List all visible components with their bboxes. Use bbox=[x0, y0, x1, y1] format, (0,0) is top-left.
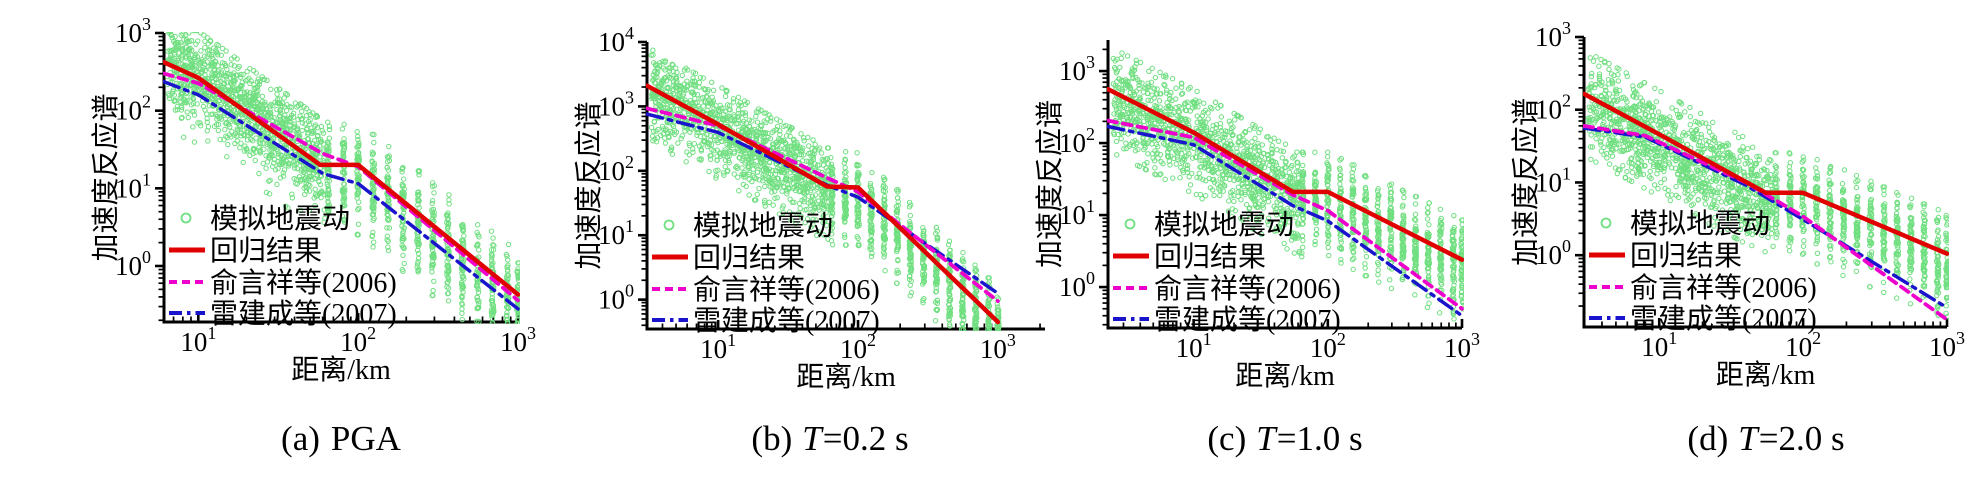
y-tick-label: 103 bbox=[115, 14, 151, 48]
legend-label-1: 俞言祥等(2006) bbox=[1154, 273, 1341, 305]
legend-marker-scatter bbox=[180, 212, 192, 224]
legend-label-2: 雷建成等(2007) bbox=[693, 305, 880, 337]
y-tick-label: 103 bbox=[1059, 52, 1095, 86]
caption-index: (c) bbox=[1207, 419, 1247, 458]
legend-label-scatter: 模拟地震动 bbox=[693, 210, 833, 242]
legend-label-2: 雷建成等(2007) bbox=[1630, 303, 1817, 335]
axis-spines bbox=[1582, 37, 1947, 329]
legend-label-2: 雷建成等(2007) bbox=[1154, 304, 1341, 336]
y-tick-label: 100 bbox=[1059, 268, 1095, 302]
x-tick-label: 103 bbox=[980, 330, 1016, 364]
panel-caption-c: (c) T=1.0 s bbox=[1115, 419, 1455, 459]
legend-label-scatter: 模拟地震动 bbox=[210, 203, 350, 235]
y-tick-label: 103 bbox=[1535, 18, 1571, 52]
caption-value: =0.2 s bbox=[822, 419, 909, 458]
x-axis-title: 距离/km bbox=[796, 361, 896, 393]
series-yu2006 bbox=[646, 106, 1000, 303]
y-axis-title: 加速度反应谱 bbox=[1510, 98, 1542, 266]
panel-caption-d: (d) T=2.0 s bbox=[1596, 419, 1936, 459]
series-lei2007 bbox=[1107, 124, 1464, 318]
caption-index: (b) bbox=[751, 419, 793, 458]
x-axis-title: 距离/km bbox=[1716, 359, 1816, 391]
axis-spines bbox=[162, 33, 518, 324]
x-tick-label: 103 bbox=[1444, 329, 1480, 363]
legend-label-scatter: 模拟地震动 bbox=[1154, 209, 1294, 241]
legend-label-1: 俞言祥等(2006) bbox=[1630, 272, 1817, 304]
caption-index: (a) bbox=[281, 419, 320, 458]
legend-label-0: 回归结果 bbox=[693, 242, 805, 274]
legend-label-0: 回归结果 bbox=[210, 235, 322, 267]
caption-value: =2.0 s bbox=[1758, 419, 1845, 458]
series-yu2006 bbox=[1107, 118, 1464, 311]
legend-label-0: 回归结果 bbox=[1630, 240, 1742, 272]
panel-b: 101 102 103100101102103104加速度反应谱距离/km模拟地震动… bbox=[573, 23, 1045, 393]
y-tick-label: 100 bbox=[598, 281, 634, 315]
legend-label-1: 俞言祥等(2006) bbox=[693, 274, 880, 306]
caption-variable: T bbox=[1738, 419, 1758, 458]
caption-value: =1.0 s bbox=[1276, 419, 1363, 458]
series-regression bbox=[1583, 91, 1949, 256]
caption-index: (d) bbox=[1687, 419, 1729, 458]
panel-caption-b: (b) T=0.2 s bbox=[660, 419, 1000, 459]
series-regression bbox=[163, 60, 520, 297]
series-regression bbox=[646, 83, 1001, 325]
caption-variable: T bbox=[802, 419, 822, 458]
axis-spines bbox=[1106, 40, 1462, 330]
x-tick-label: 103 bbox=[1929, 328, 1965, 362]
series-yu2006 bbox=[163, 71, 520, 303]
y-tick-label: 104 bbox=[598, 23, 634, 57]
legend-label-1: 俞言祥等(2006) bbox=[210, 267, 397, 299]
series-lei2007 bbox=[1583, 126, 1949, 310]
x-axis-title: 距离/km bbox=[291, 354, 391, 386]
legend-label-2: 雷建成等(2007) bbox=[210, 298, 397, 330]
caption-variable: T bbox=[1256, 419, 1276, 458]
series-regression bbox=[1107, 86, 1464, 262]
panel-c: 101 102 103100101102103加速度反应谱距离/km模拟地震动回归结… bbox=[1034, 40, 1480, 392]
legend-label-scatter: 模拟地震动 bbox=[1630, 208, 1770, 240]
caption-value: PGA bbox=[330, 419, 401, 458]
legend-marker-scatter bbox=[1600, 217, 1612, 229]
legend-label-0: 回归结果 bbox=[1154, 241, 1266, 273]
axis-spines bbox=[645, 42, 1045, 331]
panel-caption-a: (a) PGA bbox=[171, 419, 511, 459]
x-tick-label: 103 bbox=[500, 323, 536, 357]
scatter-simulated-ground-motion bbox=[1110, 50, 1464, 322]
y-axis-title: 加速度反应谱 bbox=[90, 93, 122, 261]
legend-marker-scatter bbox=[663, 219, 675, 231]
series-lei2007 bbox=[163, 80, 520, 311]
x-axis-title: 距离/km bbox=[1235, 360, 1335, 392]
y-axis-title: 加速度反应谱 bbox=[573, 101, 605, 269]
y-axis-title: 加速度反应谱 bbox=[1034, 100, 1066, 268]
legend-marker-scatter bbox=[1124, 218, 1136, 230]
scatter-simulated-ground-motion bbox=[648, 47, 1002, 331]
